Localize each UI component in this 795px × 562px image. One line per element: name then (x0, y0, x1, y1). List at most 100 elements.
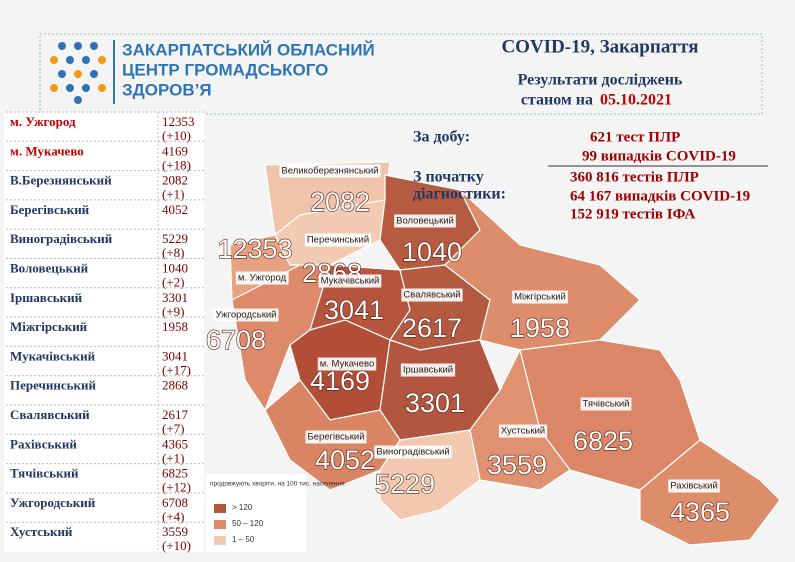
region-label-bg (512, 290, 568, 304)
row-delta: (+8) (162, 245, 185, 260)
region-value: 4052 (315, 445, 375, 475)
row-name: Свалявський (10, 407, 90, 422)
region-label: м. Мукачево (320, 359, 374, 370)
row-total: 6825 (162, 466, 188, 481)
row-delta: (+1) (162, 187, 185, 202)
logo (50, 40, 115, 104)
region-value: 1958 (510, 313, 570, 343)
region-label-bg (400, 363, 456, 377)
region-value: 4365 (670, 497, 730, 527)
row-total: 4052 (162, 202, 188, 217)
region-label-bg (317, 357, 377, 371)
region-label: Тячівський (583, 399, 630, 410)
region-label: Іршавський (403, 365, 453, 376)
row-delta: (+2) (162, 274, 185, 289)
row-name: Виноградівський (10, 231, 113, 246)
row-total: 3559 (162, 524, 188, 539)
row-delta: (+10) (162, 128, 191, 143)
legend-item: > 120 (232, 503, 253, 512)
row-name: Хустський (10, 524, 73, 539)
region-label: Великоберезнянський (281, 166, 378, 177)
row-total: 1040 (162, 260, 188, 275)
row-delta: (+7) (162, 421, 185, 436)
region-label: м. Ужгород (238, 273, 287, 284)
legend-item: 1 – 50 (232, 535, 255, 544)
region-value: 6825 (573, 426, 633, 456)
region-label: Перечинський (307, 235, 369, 246)
row-name: Рахівський (10, 436, 77, 451)
legend-swatch (214, 536, 226, 545)
row-total: 2868 (162, 378, 188, 393)
region-value: 12353 (217, 234, 292, 264)
region-value: 3301 (405, 388, 465, 418)
title: COVID-19, Закарпаття (501, 36, 698, 57)
row-total: 2617 (162, 407, 189, 422)
org-name: ЗАКАРПАТСЬКИЙ ОБЛАСНИЙ (122, 40, 375, 59)
region-label-bg (235, 271, 289, 285)
org-name: ЦЕНТР ГРОМАДСЬКОГО (122, 60, 328, 79)
region-label: Хустський (501, 426, 545, 437)
region-label-bg (305, 430, 367, 444)
region-label: Міжгірський (514, 292, 566, 303)
legend-title: продовжують хворіти, на 100 тис. населен… (210, 480, 345, 488)
region-value: 1040 (402, 237, 462, 267)
date-prefix: станом на (521, 92, 593, 109)
row-name: Тячівський (10, 466, 79, 481)
header-frame (39, 33, 763, 115)
region-label-bg (394, 214, 456, 228)
region-value: 2617 (402, 313, 462, 343)
region-label-bg (304, 233, 372, 247)
region-label-bg (279, 164, 381, 178)
region-value: 3041 (324, 295, 384, 325)
region-label: Виноградівський (376, 447, 449, 458)
region-value: 3559 (487, 450, 547, 480)
region-value: 6708 (206, 325, 266, 355)
table-bg (4, 112, 204, 552)
row-name: Мукачівський (10, 348, 96, 363)
row-total: 1958 (162, 319, 188, 334)
row-total: 4169 (162, 143, 188, 158)
summary-label: За добу: (413, 129, 470, 146)
region-label: Ужгородський (216, 310, 277, 321)
row-delta: (+12) (162, 480, 191, 495)
date: 05.10.2021 (600, 92, 672, 109)
row-total: 2082 (162, 173, 188, 188)
region-value: 4169 (310, 366, 370, 396)
row-total: 4365 (162, 436, 188, 451)
region-value: 2082 (310, 187, 370, 217)
row-total: 6708 (162, 495, 188, 510)
row-delta: (+17) (162, 362, 191, 377)
region-label-bg (401, 288, 463, 302)
region-label-bg (498, 424, 548, 438)
summary-label: З початку (413, 169, 484, 186)
summary-line: 621 тест ПЛР (590, 129, 680, 145)
org-name: ЗДОРОВ’Я (122, 80, 212, 99)
region-label-bg (213, 308, 279, 322)
region-label-bg (374, 445, 452, 459)
row-total: 12353 (162, 114, 195, 129)
row-name: Берегівський (10, 202, 90, 217)
row-name: Міжгірський (10, 319, 88, 334)
region-label: Мукачівський (321, 276, 380, 287)
row-delta: (+10) (162, 538, 191, 553)
row-delta: (+4) (162, 509, 185, 524)
row-delta: (+9) (162, 304, 185, 319)
row-name: м. Ужгород (10, 114, 76, 129)
legend-item: 50 – 120 (232, 519, 264, 528)
summary-line: 99 випадків COVID-19 (582, 148, 736, 164)
row-name: Ужгородський (10, 495, 96, 510)
region-label-bg (318, 274, 382, 288)
row-name: м. Мукачево (10, 143, 84, 158)
region-label: Берегівський (307, 432, 364, 443)
row-total: 3301 (162, 290, 188, 305)
region-value: 5229 (375, 469, 435, 499)
region-label-bg (668, 479, 720, 493)
row-total: 5229 (162, 231, 188, 246)
row-name: Перечинський (10, 378, 96, 393)
region-label: Рахівський (670, 481, 718, 492)
region-label-bg (580, 397, 632, 411)
summary-line: 360 816 тестів ПЛР (570, 169, 699, 185)
row-name: Іршавський (10, 290, 83, 305)
